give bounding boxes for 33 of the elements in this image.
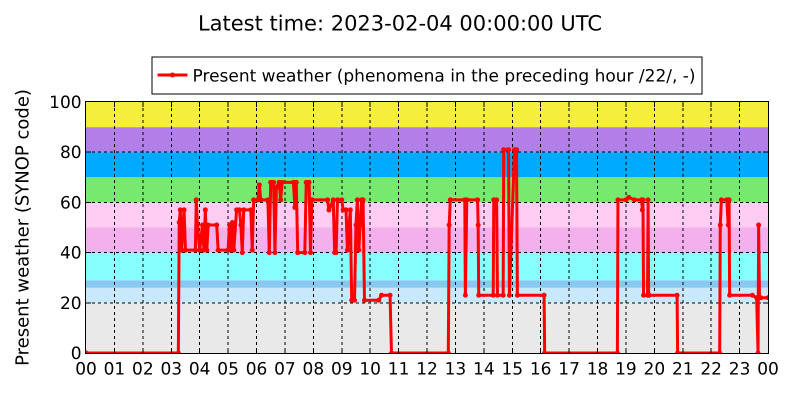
x-tick-label: 00	[757, 359, 779, 380]
x-tick-label: 11	[388, 359, 410, 380]
y-tick-label: 100	[49, 92, 82, 113]
x-tick-label: 00	[75, 359, 97, 380]
x-tick-label: 17	[558, 359, 580, 380]
y-tick-label: 40	[60, 244, 82, 264]
y-tick-label: 80	[60, 143, 82, 164]
x-tick-label: 08	[302, 359, 324, 380]
x-tick-label: 14	[473, 359, 495, 380]
x-tick-label: 10	[359, 359, 381, 380]
x-tick-label: 23	[728, 359, 750, 380]
x-tick-label: 21	[672, 359, 694, 380]
x-tick-label: 19	[615, 359, 637, 380]
x-tick-label: 07	[274, 359, 296, 380]
x-tick-label: 06	[246, 359, 268, 380]
x-tick-label: 13	[444, 359, 466, 380]
x-tick-label: 20	[644, 359, 666, 380]
y-tick-label: 60	[60, 193, 82, 214]
x-tick-label: 03	[160, 359, 182, 380]
x-tick-label: 22	[700, 359, 722, 380]
y-tick-label: 20	[60, 294, 82, 314]
x-tick-label: 02	[132, 359, 154, 380]
x-tick-label: 18	[586, 359, 608, 380]
legend-label: Present weather (phenomena in the preceding hour /22/, -)	[192, 66, 696, 87]
y-axis-title: Present weather (SYNOP code)	[12, 89, 34, 366]
x-tick-label: 16	[530, 359, 552, 380]
x-tick-label: 04	[188, 359, 210, 380]
x-tick-label: 12	[416, 359, 438, 380]
x-tick-label: 05	[217, 359, 239, 380]
x-tick-label: 15	[501, 359, 524, 380]
chart-title: Latest time: 2023-02-04 00:00:00 UTC	[198, 12, 602, 36]
x-tick-label: 09	[330, 359, 353, 380]
x-tick-label: 01	[104, 359, 126, 380]
